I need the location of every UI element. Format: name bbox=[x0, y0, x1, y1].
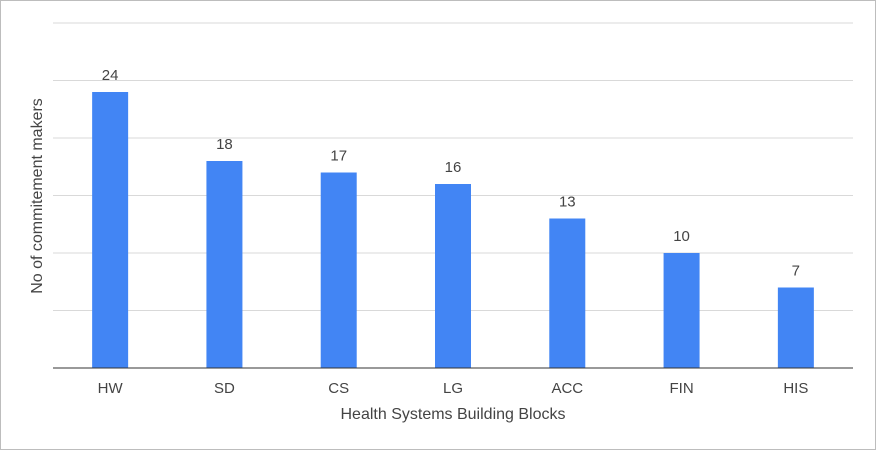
data-label-fin: 10 bbox=[673, 228, 690, 245]
bar-cs bbox=[320, 172, 357, 368]
bar-lg bbox=[435, 184, 471, 368]
data-label-acc: 13 bbox=[559, 194, 576, 211]
bar-fin bbox=[663, 253, 700, 368]
data-label-cs: 17 bbox=[330, 148, 347, 165]
bar-acc bbox=[549, 218, 586, 368]
x-tick-cs: CS bbox=[328, 380, 349, 397]
bars bbox=[92, 92, 814, 368]
x-tick-acc: ACC bbox=[551, 380, 583, 397]
data-label-his: 7 bbox=[792, 263, 800, 280]
bar-sd bbox=[206, 161, 243, 368]
x-axis-title: Health Systems Building Blocks bbox=[341, 406, 566, 423]
x-tick-sd: SD bbox=[214, 380, 235, 397]
x-tick-lg: LG bbox=[443, 380, 463, 397]
bar-hw bbox=[92, 92, 129, 368]
data-label-sd: 18 bbox=[216, 136, 233, 153]
y-axis-title: No of commitement makers bbox=[29, 98, 46, 294]
bar-his bbox=[777, 287, 814, 368]
data-label-hw: 24 bbox=[102, 67, 119, 84]
data-label-lg: 16 bbox=[445, 159, 462, 176]
x-tick-fin: FIN bbox=[669, 380, 693, 397]
x-tick-his: HIS bbox=[783, 380, 808, 397]
x-tick-labels: HW SD CS LG ACC FIN HIS bbox=[98, 380, 809, 397]
x-tick-hw: HW bbox=[98, 380, 124, 397]
data-labels: 24 18 17 16 13 10 7 bbox=[102, 67, 800, 280]
